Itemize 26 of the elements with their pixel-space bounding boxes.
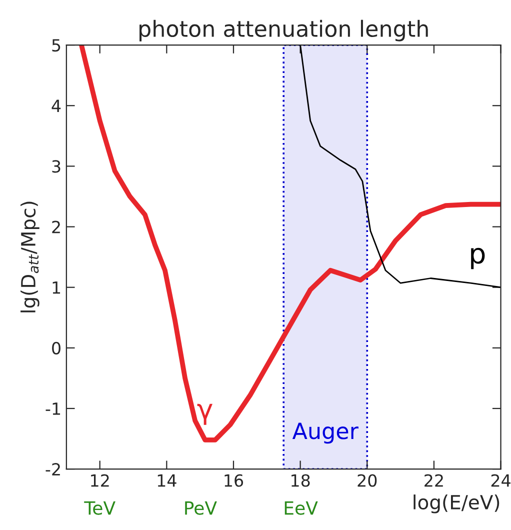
text: TeV xyxy=(84,501,116,515)
y-tick-label: 3 xyxy=(52,160,60,173)
series-label: p xyxy=(471,248,485,270)
y-tick-label: 4 xyxy=(52,100,61,112)
y-tick-label: 1 xyxy=(52,282,60,294)
x-tick-label: 20 xyxy=(358,474,377,487)
x-tick-label: 16 xyxy=(224,474,244,487)
y-tick-label: 0 xyxy=(52,342,60,354)
band-label: Auger xyxy=(292,422,358,444)
series-label: γ xyxy=(197,404,212,425)
x-tick-label: 24 xyxy=(491,474,510,487)
y-axis-title: lg(D$_{att}$/Mpc) xyxy=(20,202,40,312)
x-tick-label: 12 xyxy=(91,474,109,487)
line-series xyxy=(79,45,501,442)
chart-title: photon attenuation length xyxy=(140,20,428,42)
y-tick-label: 2 xyxy=(52,220,60,234)
text: PeV xyxy=(185,501,217,515)
line-series xyxy=(300,45,501,288)
x-tick-label: 22 xyxy=(424,474,443,487)
y-tick-label: -2 xyxy=(46,463,60,476)
x-tick-label: 18 xyxy=(292,474,310,487)
x-axis-title: log(E/eV) xyxy=(414,494,500,514)
y-tick-label: 5 xyxy=(52,39,60,52)
text: EeV xyxy=(284,501,318,515)
x-tick-label: 14 xyxy=(158,474,176,487)
y-tick-label: -1 xyxy=(46,402,60,415)
